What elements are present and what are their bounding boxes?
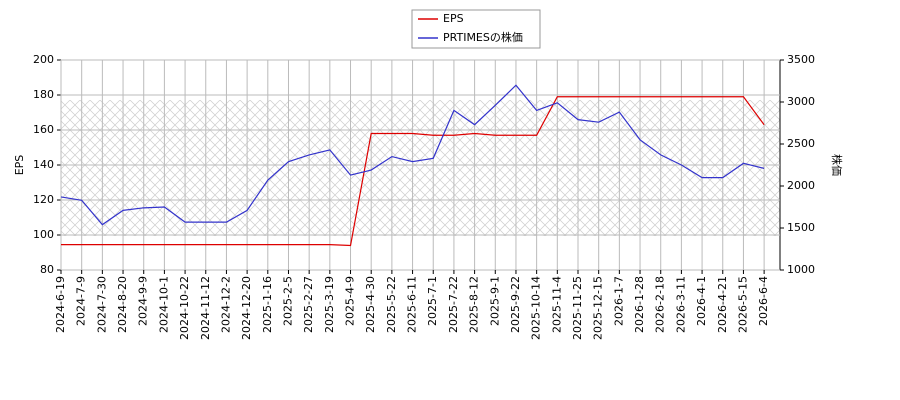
x-tick-label: 2025-2-27 xyxy=(302,276,315,333)
y2-tick-label: 2000 xyxy=(787,179,815,192)
x-tick-label: 2026-6-4 xyxy=(757,276,770,326)
y-tick-label: 80 xyxy=(40,263,54,276)
x-tick-label: 2024-12-2 xyxy=(219,276,232,333)
x-tick-label: 2026-3-11 xyxy=(674,276,687,333)
x-tick-label: 2025-1-16 xyxy=(261,276,274,333)
x-tick-label: 2025-8-12 xyxy=(468,276,481,333)
y-tick-label: 160 xyxy=(33,123,54,136)
y2-tick-label: 1500 xyxy=(787,221,815,234)
x-tick-label: 2025-5-22 xyxy=(385,276,398,333)
y-axis-label: EPS xyxy=(13,155,26,176)
x-tick-label: 2026-1-28 xyxy=(633,276,646,333)
x-tick-label: 2025-10-14 xyxy=(530,276,543,340)
x-tick-label: 2025-4-9 xyxy=(344,276,357,326)
x-tick-label: 2024-7-30 xyxy=(95,276,108,333)
y2-axis-label: 株価 xyxy=(830,154,844,176)
x-tick-label: 2024-10-22 xyxy=(178,276,191,340)
y-tick-label: 180 xyxy=(33,88,54,101)
x-tick-label: 2025-7-1 xyxy=(426,276,439,326)
y2-tick-label: 3000 xyxy=(787,95,815,108)
x-tick-label: 2025-3-19 xyxy=(323,276,336,333)
x-tick-label: 2025-4-30 xyxy=(364,276,377,333)
series-line xyxy=(61,96,765,247)
x-tick-label: 2024-11-12 xyxy=(199,276,212,340)
x-tick-label: 2025-12-15 xyxy=(592,276,605,340)
y2-tick-label: 1000 xyxy=(787,263,815,276)
x-tick-label: 2024-12-20 xyxy=(240,276,253,340)
y-tick-label: 140 xyxy=(33,158,54,171)
y2-tick-label: 2500 xyxy=(787,137,815,150)
x-tick-label: 2025-11-4 xyxy=(550,276,563,333)
x-tick-label: 2025-6-11 xyxy=(406,276,419,333)
x-tick-label: 2026-2-18 xyxy=(654,276,667,333)
series-line xyxy=(60,84,765,226)
x-tick-label: 2025-9-1 xyxy=(488,276,501,326)
x-tick-label: 2025-9-22 xyxy=(509,276,522,333)
x-tick-label: 2024-9-9 xyxy=(137,276,150,326)
x-tick-label: 2026-4-1 xyxy=(695,276,708,326)
x-tick-label: 2025-7-22 xyxy=(447,276,460,333)
x-tick-label: 2024-6-19 xyxy=(54,276,67,333)
x-tick-label: 2024-10-1 xyxy=(157,276,170,333)
x-tick-label: 2025-2-5 xyxy=(281,276,294,326)
y-tick-label: 120 xyxy=(33,193,54,206)
x-tick-label: 2025-11-25 xyxy=(571,276,584,340)
x-tick-label: 2024-7-9 xyxy=(75,276,88,326)
x-tick-label: 2026-5-15 xyxy=(736,276,749,333)
y-tick-label: 100 xyxy=(33,228,54,241)
y-tick-label: 200 xyxy=(33,53,54,66)
x-tick-label: 2024-8-20 xyxy=(116,276,129,333)
y2-tick-label: 3500 xyxy=(787,53,815,66)
hatch-area xyxy=(61,100,780,236)
x-tick-label: 2026-4-21 xyxy=(716,276,729,333)
legend-label: PRTIMESの株価 xyxy=(443,30,523,44)
legend xyxy=(411,9,541,49)
x-tick-label: 2026-1-7 xyxy=(612,276,625,326)
legend-label: EPS xyxy=(443,12,464,25)
